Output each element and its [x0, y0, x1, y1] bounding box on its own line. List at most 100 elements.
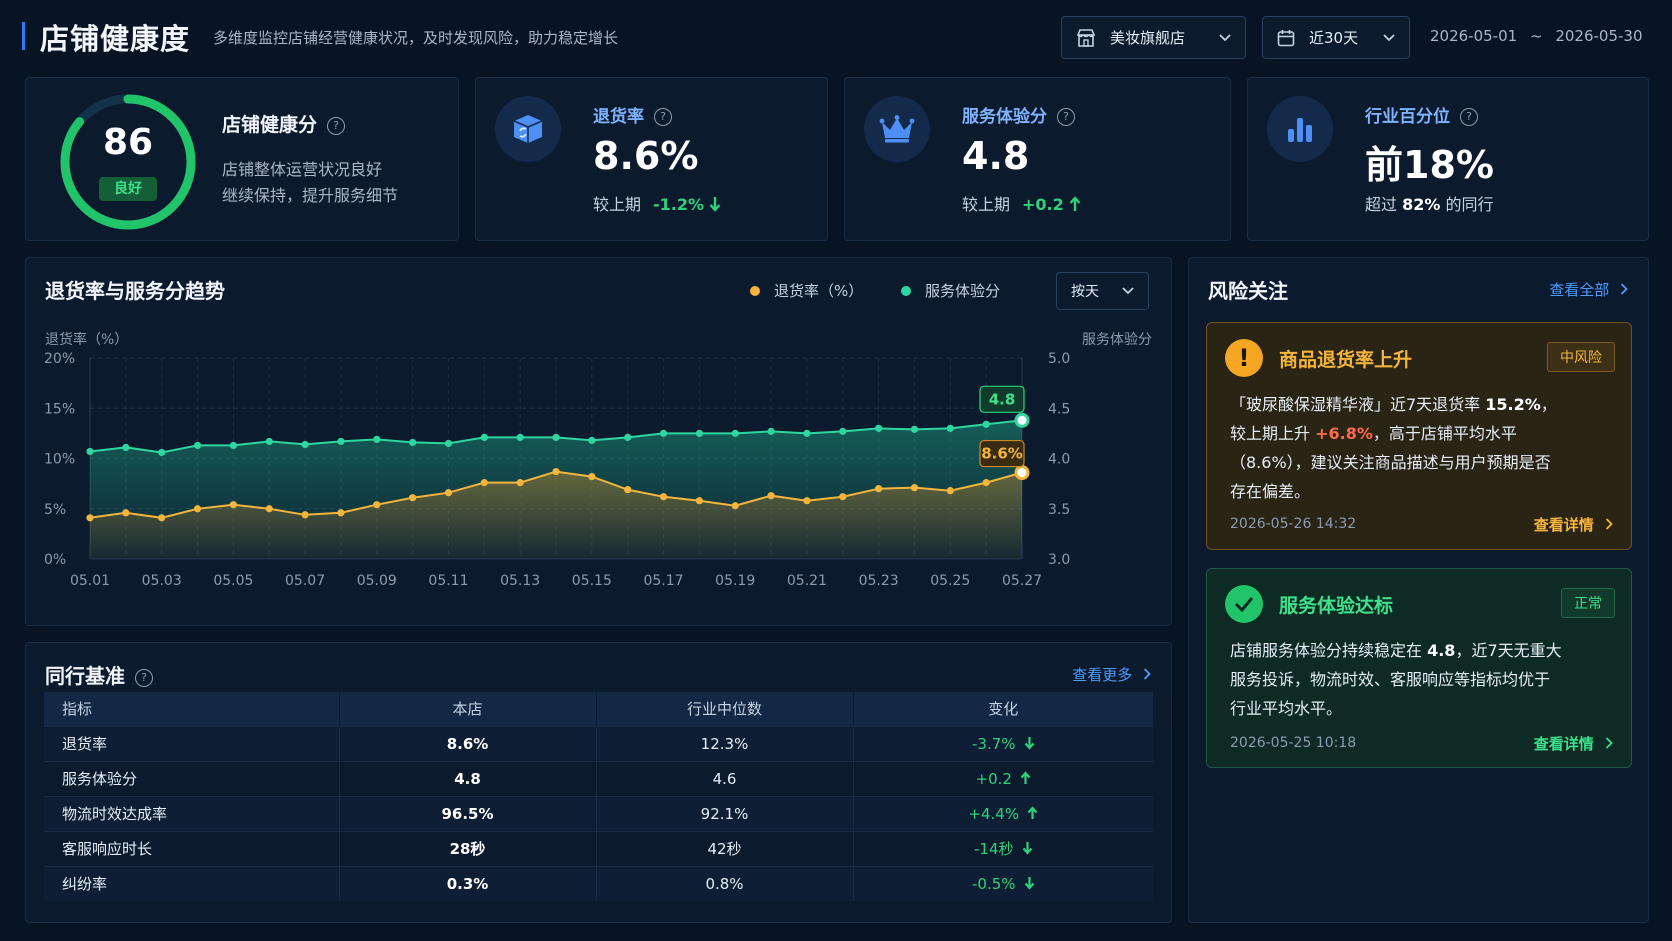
y-left-tick-label: 15%	[44, 401, 75, 417]
text-segment: 「玻尿酸保湿精华液」近7天退货率	[1230, 395, 1486, 414]
cell-change: -0.5%	[853, 865, 1153, 901]
series-service-point	[946, 424, 954, 432]
period-select-value: 近30天	[1309, 29, 1359, 47]
change-value: -3.7%	[971, 734, 1016, 753]
risk-view-all-link[interactable]: 查看全部	[1549, 279, 1628, 300]
y-right-tick-label: 3.5	[1048, 502, 1070, 518]
change-value: -0.5%	[971, 874, 1016, 893]
date-range[interactable]: 2026-05-01 ~ 2026-05-30	[1430, 27, 1643, 45]
period-select[interactable]: 近30天	[1262, 16, 1410, 59]
text-segment: ，高于店铺平均水平	[1372, 424, 1517, 443]
store-select[interactable]: 美妆旗舰店	[1061, 16, 1246, 59]
cell-store: 4.8	[339, 760, 597, 796]
series-return-point	[516, 479, 524, 487]
text-segment: ，近7天无重大	[1455, 641, 1562, 660]
risk-body-line-3: 行业平均水平。	[1230, 699, 1343, 718]
series-service-point	[86, 447, 94, 456]
risk-item-body: 店铺服务体验分持续稳定在 4.8，近7天无重大 服务投诉，物流时效、客服响应等指…	[1230, 636, 1562, 723]
series-service-point	[624, 433, 632, 441]
col-header-store: 本店	[339, 692, 597, 726]
y-left-axis-label: 退货率（%）	[45, 332, 129, 348]
y-left-tick-label: 0%	[44, 552, 66, 568]
series-return-point	[624, 486, 632, 494]
risk-level-badge: 中风险	[1547, 342, 1615, 372]
y-right-tick-label: 4.5	[1048, 401, 1070, 417]
trend-chart-card: 退货率与服务分趋势 退货率（%） 服务体验分 按天 退货率（%） 服务体验分 0…	[25, 257, 1172, 626]
series-service-point	[982, 420, 990, 428]
series-service-point	[588, 436, 596, 445]
x-tick-label: 05.15	[572, 573, 612, 589]
warning-icon: !	[1225, 339, 1263, 377]
text-segment: 店铺服务体验分持续稳定在	[1230, 641, 1428, 660]
benchmark-title: 同行基准	[45, 664, 125, 688]
granularity-select[interactable]: 按天	[1056, 272, 1149, 310]
help-icon[interactable]: ?	[135, 668, 153, 687]
trend-chart-title: 退货率与服务分趋势	[45, 279, 225, 303]
risk-item-body: 「玻尿酸保湿精华液」近7天退货率 15.2%， 较上期上升 +6.8%，高于店铺…	[1230, 390, 1557, 506]
x-tick-label: 05.25	[930, 573, 970, 589]
highlight-value: +6.8%	[1315, 424, 1373, 443]
legend-service-label: 服务体验分	[925, 282, 1001, 300]
benchmark-table: 指标 本店 行业中位数 变化 退货率 8.6% 12.3% -3.7% 服务体验分 4.8…	[44, 692, 1153, 901]
table-row[interactable]: 退货率 8.6% 12.3% -3.7%	[44, 725, 1153, 761]
table-row[interactable]: 客服响应时长 28秒 42秒 -14秒	[44, 830, 1153, 866]
y-right-tick-label: 5.0	[1048, 351, 1070, 367]
percentile-note-pre: 超过	[1365, 195, 1398, 214]
highlight-value: 4.8	[1427, 641, 1456, 660]
legend-return-rate[interactable]: 退货率（%）	[750, 280, 863, 301]
kpi-service-title: 服务体验分?	[962, 102, 1075, 127]
benchmark-more-link[interactable]: 查看更多	[1072, 664, 1151, 685]
series-return-point	[803, 497, 811, 505]
health-score-card: 86 良好 店铺健康分? 店铺整体运营状况良好 继续保持，提升服务细节	[25, 77, 459, 241]
kpi-service-compare: 较上期 +0.2	[962, 191, 1081, 215]
series-service-point	[373, 435, 381, 444]
y-right-tick-label: 3.0	[1048, 552, 1070, 568]
risk-detail-link[interactable]: 查看详情	[1534, 514, 1613, 535]
y-left-tick-label: 5%	[44, 502, 66, 518]
cell-median: 4.6	[596, 760, 854, 796]
risk-detail-link[interactable]: 查看详情	[1534, 733, 1613, 754]
series-return-point	[444, 489, 453, 497]
x-tick-label: 05.19	[715, 573, 755, 589]
risk-item-service[interactable]: 服务体验达标 正常 店铺服务体验分持续稳定在 4.8，近7天无重大 服务投诉，物…	[1206, 568, 1632, 768]
series-service-point	[659, 429, 668, 437]
y-left-tick-label: 20%	[44, 351, 75, 367]
kpi-percentile-title: 行业百分位?	[1365, 102, 1478, 127]
health-score-ring	[60, 94, 196, 230]
risk-item-title: 服务体验达标	[1279, 595, 1394, 617]
series-service-point	[409, 438, 417, 447]
help-icon[interactable]: ?	[327, 116, 346, 135]
x-tick-label: 05.13	[500, 573, 540, 589]
box-return-icon	[495, 96, 561, 162]
risk-item-return-rate[interactable]: ! 商品退货率上升 中风险 「玻尿酸保湿精华液」近7天退货率 15.2%， 较上…	[1206, 322, 1632, 550]
legend-dot-return	[750, 285, 760, 296]
health-status-badge: 良好	[99, 177, 157, 201]
x-tick-label: 05.03	[142, 573, 182, 589]
table-row[interactable]: 物流时效达成率 96.5% 92.1% +4.4%	[44, 795, 1153, 831]
series-return-point	[86, 514, 94, 522]
series-service-point	[301, 440, 309, 449]
cell-store: 28秒	[339, 830, 597, 866]
table-row[interactable]: 纠纷率 0.3% 0.8% -0.5%	[44, 865, 1153, 901]
series-return-point	[588, 472, 596, 481]
legend-service[interactable]: 服务体验分	[901, 280, 1000, 301]
cell-change: -14秒	[853, 830, 1153, 866]
series-return-point	[122, 509, 130, 517]
help-icon[interactable]: ?	[1057, 107, 1075, 126]
kpi-return-rate-card: 退货率? 8.6% 较上期 -1.2%	[475, 77, 828, 241]
y-right-tick-label: 4.0	[1048, 452, 1070, 468]
percentile-note-value: 82%	[1402, 195, 1441, 214]
kpi-service-card: 服务体验分? 4.8 较上期 +0.2	[844, 77, 1231, 241]
col-header-metric: 指标	[44, 692, 340, 726]
help-icon[interactable]: ?	[1460, 107, 1478, 126]
cell-store: 0.3%	[339, 865, 597, 901]
data-label-service-last-box	[979, 385, 1025, 413]
table-row[interactable]: 服务体验分 4.8 4.6 +0.2	[44, 760, 1153, 796]
help-icon[interactable]: ?	[654, 107, 672, 126]
cell-median: 92.1%	[596, 795, 854, 831]
series-service-point	[767, 427, 775, 435]
y-left-tick-label: 10%	[44, 452, 75, 468]
x-tick-label: 05.09	[357, 573, 397, 589]
cell-metric: 服务体验分	[44, 760, 340, 796]
chevron-right-icon	[1614, 281, 1628, 299]
